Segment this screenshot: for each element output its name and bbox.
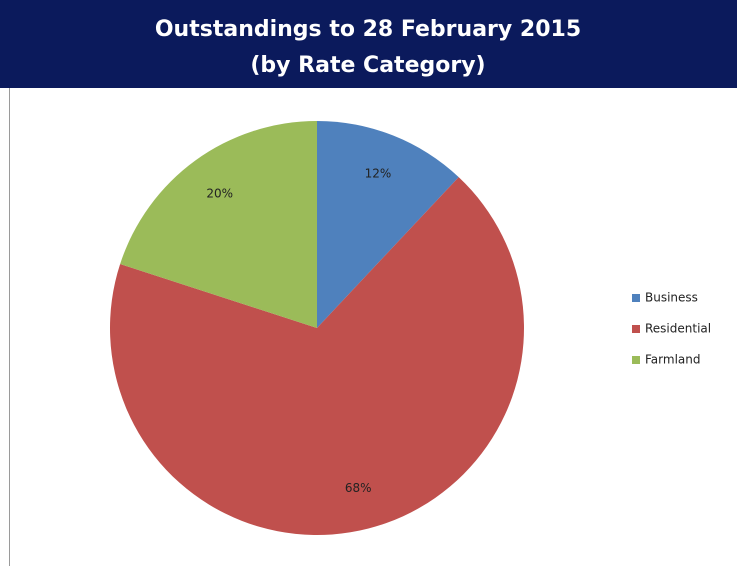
legend-label: Farmland [645, 353, 700, 367]
legend-swatch [632, 356, 640, 364]
data-label: 12% [365, 167, 392, 181]
pie-slice [317, 121, 459, 328]
data-label: 68% [345, 481, 372, 495]
pie-slice [120, 121, 317, 328]
pie-slice [110, 177, 524, 535]
legend-swatch [632, 294, 640, 302]
legend-swatch [632, 325, 640, 333]
legend-label: Residential [645, 322, 711, 336]
data-label: 20% [206, 187, 233, 201]
chart-title: Outstandings to 28 February 2015 [155, 17, 581, 42]
legend-label: Business [645, 291, 698, 305]
chart-subtitle: (by Rate Category) [250, 53, 485, 78]
title-banner [0, 0, 737, 88]
